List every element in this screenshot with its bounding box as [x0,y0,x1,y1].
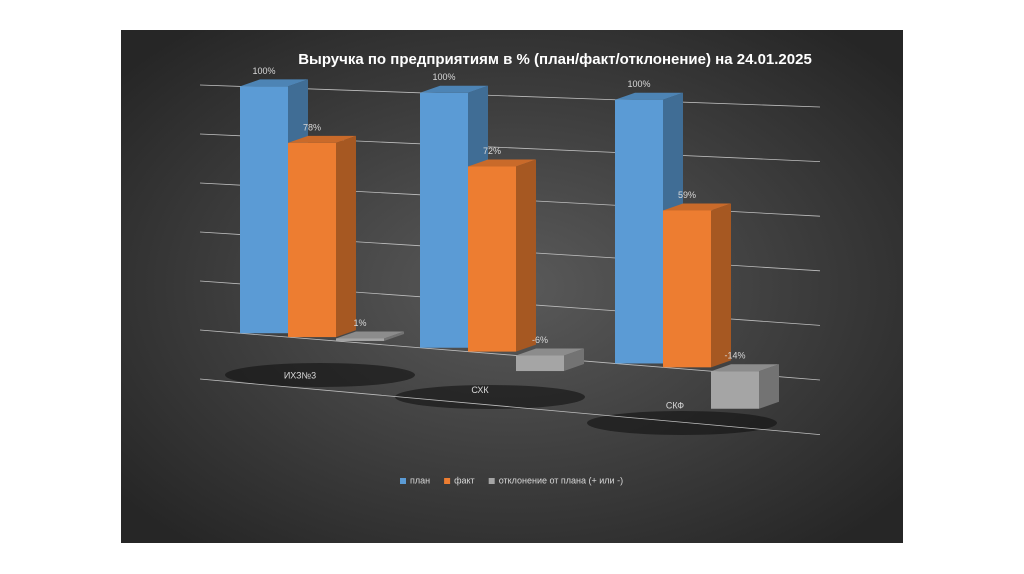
bar-3d [336,331,404,341]
data-label: 100% [627,79,650,89]
bar-top [420,85,488,93]
bar-top [288,135,356,143]
bar [420,92,468,348]
bar [336,338,384,341]
bar-top [615,92,683,100]
bar-3d [663,203,731,368]
grid-line [199,378,821,435]
data-label: 78% [303,122,321,132]
bar-3d [468,159,536,352]
bar-3d [711,364,779,409]
bar-side [384,331,404,341]
bar-top [468,159,536,167]
legend-swatch [400,478,406,484]
bar [663,210,711,368]
bar [711,371,759,409]
bar [468,166,516,352]
legend-swatch [488,478,495,484]
bar-top [711,364,779,372]
bar-top [516,348,584,356]
floor-shadow [587,411,777,435]
bar-side [711,203,731,368]
bar-top [336,331,404,339]
bar-side [759,364,779,409]
x-tick-label: ИХЗ№3 [284,370,316,380]
bar-3d [516,348,584,372]
legend-label: факт [454,475,475,485]
bar-top [240,79,308,87]
data-label: 59% [678,190,696,200]
bar-top [663,203,731,211]
data-label: 1% [353,318,366,328]
legend-label: отклонение от плана (+ или -) [499,475,623,485]
legend-swatch [444,478,451,484]
data-label: 100% [252,66,275,76]
data-label: 100% [432,72,455,82]
legend-label: план [410,475,430,485]
data-label: -6% [532,335,548,345]
bar-side [564,348,584,372]
floor-shadow [225,363,415,387]
bar [288,142,336,338]
bar [615,99,663,364]
data-label: -14% [724,351,745,361]
bar-side [336,135,356,338]
data-label: 72% [483,146,501,156]
bar [240,86,288,334]
bar-side [516,159,536,352]
bar-3d [288,135,356,338]
chart-title: Выручка по предприятиям в % (план/факт/о… [298,51,812,68]
x-tick-label: СХК [471,385,489,395]
x-tick-label: СКФ [666,401,684,411]
floor-shadow [395,385,585,409]
bar [516,355,564,372]
